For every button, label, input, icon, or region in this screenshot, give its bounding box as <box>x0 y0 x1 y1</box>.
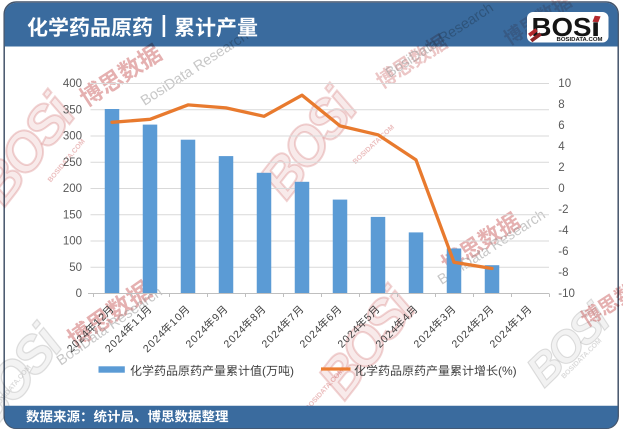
svg-text:-6: -6 <box>558 246 568 258</box>
svg-text:2: 2 <box>558 162 564 174</box>
svg-text:150: 150 <box>63 209 82 221</box>
svg-text:(: ( <box>262 364 266 378</box>
svg-text:(%): (%) <box>498 364 517 378</box>
svg-text:300: 300 <box>63 131 82 143</box>
svg-text:BOS: BOS <box>532 12 592 42</box>
svg-text:200: 200 <box>63 183 82 195</box>
svg-text:0: 0 <box>558 183 564 195</box>
svg-text:400: 400 <box>63 78 82 90</box>
svg-text:350: 350 <box>63 104 82 116</box>
svg-text:BOSIDATA.COM: BOSIDATA.COM <box>557 37 603 43</box>
svg-text:100: 100 <box>63 236 82 248</box>
svg-text:4: 4 <box>558 141 565 153</box>
svg-text:0: 0 <box>76 288 82 300</box>
svg-text:50: 50 <box>69 262 82 274</box>
svg-text:-8: -8 <box>558 267 568 279</box>
svg-text:): ) <box>290 364 294 378</box>
svg-text:6: 6 <box>558 120 564 132</box>
svg-text:10: 10 <box>558 78 571 90</box>
svg-text:8: 8 <box>558 99 564 111</box>
svg-text:-2: -2 <box>558 204 568 216</box>
svg-text:-4: -4 <box>558 225 569 237</box>
svg-text:-10: -10 <box>558 288 575 300</box>
svg-text:250: 250 <box>63 157 82 169</box>
